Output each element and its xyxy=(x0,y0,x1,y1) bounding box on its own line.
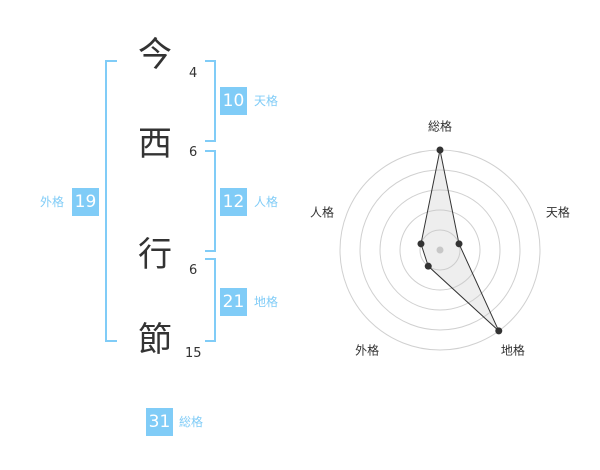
radar-axis-label: 総格 xyxy=(427,119,453,134)
radar-axis-label: 天格 xyxy=(545,205,570,220)
radar-point xyxy=(455,240,463,248)
radar-area xyxy=(420,149,500,332)
jinkaku-label: 人格 xyxy=(254,195,279,209)
radar-ring xyxy=(399,209,481,291)
tenkaku-label: 天格 xyxy=(254,94,279,108)
radar-ring xyxy=(339,149,541,351)
radar-ring xyxy=(419,229,461,271)
name-char-3: 行 xyxy=(138,235,172,275)
radar-center xyxy=(436,246,444,254)
stroke-count-2: 6 xyxy=(189,145,198,160)
jinkaku-bracket xyxy=(205,150,216,252)
radar-ring xyxy=(359,169,521,331)
stroke-count-4: 15 xyxy=(185,346,202,361)
chikaku-label: 地格 xyxy=(254,295,279,309)
name-char-4: 節 xyxy=(138,320,172,360)
radar-point xyxy=(417,240,425,248)
soukaku-label: 総格 xyxy=(179,415,204,429)
tenkaku-value: 10 xyxy=(220,87,247,115)
radar-point xyxy=(436,146,444,154)
radar-axis-label: 地格 xyxy=(500,343,525,358)
chikaku-bracket xyxy=(205,258,216,342)
gaikaku-bracket xyxy=(105,60,117,342)
radar-point xyxy=(424,262,432,270)
name-char-2: 西 xyxy=(138,124,172,164)
stroke-count-1: 4 xyxy=(189,66,198,81)
chikaku-value: 21 xyxy=(220,288,247,316)
soukaku-value: 31 xyxy=(146,408,173,436)
radar-ring xyxy=(379,189,501,311)
name-char-1: 今 xyxy=(138,35,172,75)
radar-axis-label: 外格 xyxy=(355,343,380,358)
stroke-count-3: 6 xyxy=(189,263,198,278)
tenkaku-bracket xyxy=(205,60,216,142)
gaikaku-value: 19 xyxy=(72,188,99,216)
radar-point xyxy=(495,327,503,335)
gaikaku-label: 外格 xyxy=(40,195,65,209)
jinkaku-value: 12 xyxy=(220,188,247,216)
radar-axis-label: 人格 xyxy=(310,205,335,220)
